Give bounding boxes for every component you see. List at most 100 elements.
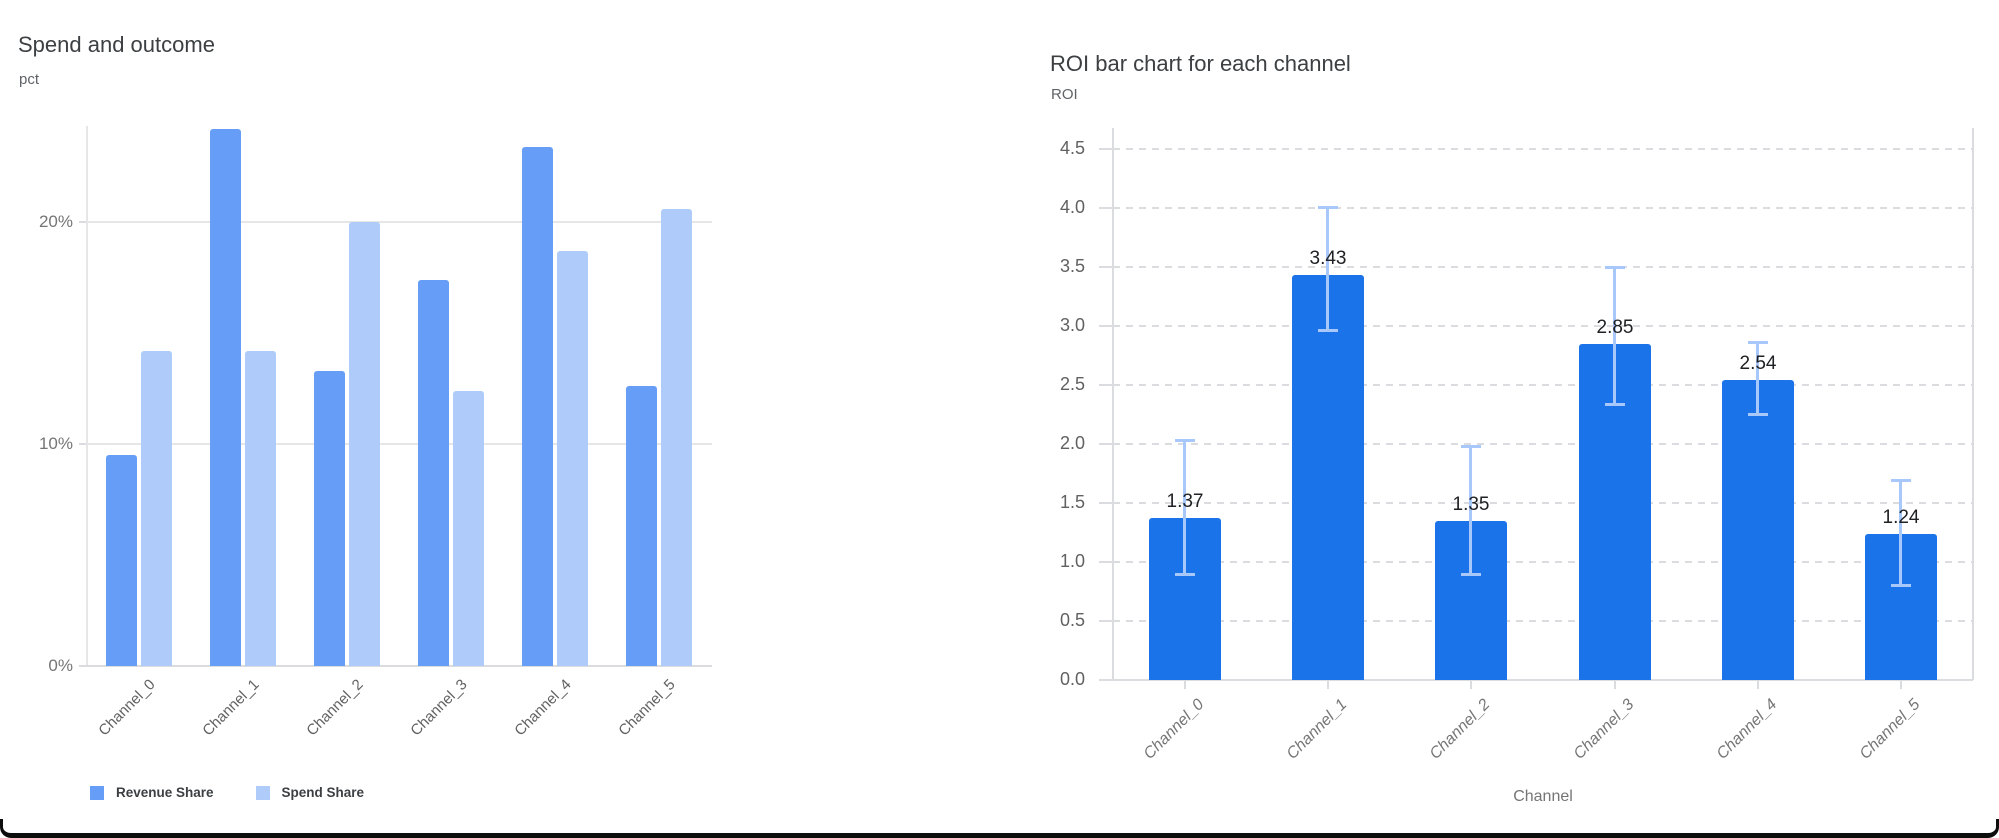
y-tick-4.0 [1099,207,1113,209]
y-tick-1.5 [1099,502,1113,504]
x-tick-channel_5 [1900,681,1902,689]
bar-revenue-share-channel_1 [210,129,241,666]
x-tick-label-channel_2: Channel_2 [1426,696,1494,763]
error-bar-channel_5 [1899,479,1902,587]
error-bar-channel_0 [1183,439,1186,576]
error-bar-bottom-cap-channel_2 [1461,573,1481,576]
bar-spend-share-channel_2 [349,222,380,666]
spend-share-swatch [255,785,270,800]
x-tick-channel_3 [1614,681,1616,689]
bar-value-label-channel_0: 1.37 [1166,491,1204,512]
gridline-3.5 [1113,266,1973,268]
legend: Revenue Share Spend Share [90,785,364,800]
left-chart-title: Spend and outcome [18,32,215,58]
x-tick-label-channel_3: Channel_3 [1570,696,1638,763]
x-tick-channel_2 [1470,681,1472,689]
x-tick-label-channel_1: Channel_1 [1283,696,1351,763]
bar-value-label-channel_5: 1.24 [1882,507,1920,528]
y-tick-label-1.0: 1.0 [1059,551,1085,571]
y-tick-label-10%: 10% [38,434,73,453]
gridline-4.0 [1113,207,1973,209]
bar-spend-share-channel_1 [245,351,276,666]
error-bar-channel_3 [1613,266,1616,406]
gridline-2.5 [1113,384,1973,386]
y-tick-0.5 [1099,620,1113,622]
x-tick-label-channel_4: Channel_4 [1713,696,1781,763]
bar-revenue-share-channel_3 [418,280,449,666]
error-bar-bottom-cap-channel_0 [1175,573,1195,576]
y-tick-label-4.5: 4.5 [1059,138,1085,158]
x-tick-channel_0 [1184,681,1186,689]
y-tick-1.0 [1099,561,1113,563]
x-tick-channel_4 [1757,681,1759,689]
right-y-axis-label: ROI [1051,86,1078,103]
x-tick-channel_1 [1327,681,1329,689]
left-y-axis-line [86,126,88,666]
error-bar-bottom-cap-channel_1 [1318,329,1338,332]
bar-revenue-share-channel_4 [522,147,553,666]
y-tick-label-0.0: 0.0 [1059,669,1085,689]
bar-revenue-share-channel_0 [106,455,137,666]
y-tick-label-3.0: 3.0 [1059,315,1085,335]
gridline-10% [87,443,712,445]
bar-value-label-channel_2: 1.35 [1452,494,1490,515]
error-bar-top-cap-channel_1 [1318,206,1338,209]
x-tick-label-channel_5: Channel_5 [1856,696,1924,763]
y-tick-20% [79,221,87,223]
y-tick-label-0%: 0% [48,656,73,675]
y-tick-0.0 [1099,679,1113,681]
bar-revenue-share-channel_5 [626,386,657,666]
bar-roi-channel_4 [1722,380,1794,680]
bar-spend-share-channel_4 [557,251,588,666]
y-tick-label-4.0: 4.0 [1059,197,1085,217]
revenue-share-swatch [90,785,104,800]
window-frame-bottom-border [0,819,1999,838]
y-tick-label-1.5: 1.5 [1059,492,1085,512]
y-tick-label-3.5: 3.5 [1059,256,1085,276]
revenue-share-legend-label: Revenue Share [116,785,214,800]
error-bar-top-cap-channel_5 [1891,479,1911,482]
y-tick-label-20%: 20% [38,212,73,231]
legend-item-spend-share: Spend Share [255,785,365,800]
error-bar-top-cap-channel_0 [1175,439,1195,442]
error-bar-channel_4 [1756,341,1759,416]
y-tick-label-2.5: 2.5 [1059,374,1085,394]
legend-item-revenue-share: Revenue Share [90,785,214,800]
error-bar-top-cap-channel_4 [1748,341,1768,344]
bar-roi-channel_1 [1292,275,1364,680]
error-bar-top-cap-channel_3 [1605,266,1625,269]
spend-share-legend-label: Spend Share [281,785,365,800]
right-chart-right-border [1972,128,1974,680]
right-chart-title: ROI bar chart for each channel [1050,51,1351,77]
left-y-axis-unit-label: pct [19,71,40,88]
y-tick-3.0 [1099,325,1113,327]
right-x-axis-baseline [1113,679,1973,681]
error-bar-bottom-cap-channel_3 [1605,403,1625,406]
y-tick-3.5 [1099,266,1113,268]
y-tick-4.5 [1099,148,1113,150]
gridline-4.5 [1113,148,1973,150]
gridline-20% [87,221,712,223]
gridline-1.5 [1113,502,1973,504]
x-tick-label-channel_0: Channel_0 [1140,696,1208,763]
gridline-0.5 [1113,620,1973,622]
y-tick-2.0 [1099,443,1113,445]
right-x-axis-title: Channel [1513,788,1573,805]
bar-spend-share-channel_5 [661,209,692,666]
y-tick-label-0.5: 0.5 [1059,610,1085,630]
gridline-3.0 [1113,325,1973,327]
error-bar-bottom-cap-channel_4 [1748,413,1768,416]
bar-value-label-channel_4: 2.54 [1739,353,1777,374]
bar-value-label-channel_3: 2.85 [1596,317,1634,338]
right-chart-y-axis-line [1112,128,1114,680]
bar-revenue-share-channel_2 [314,371,345,666]
y-tick-10% [79,443,87,445]
gridline-2.0 [1113,443,1973,445]
error-bar-top-cap-channel_2 [1461,445,1481,448]
left-x-axis-baseline [79,665,712,667]
gridline-1.0 [1113,561,1973,563]
bar-value-label-channel_1: 3.43 [1309,248,1347,269]
